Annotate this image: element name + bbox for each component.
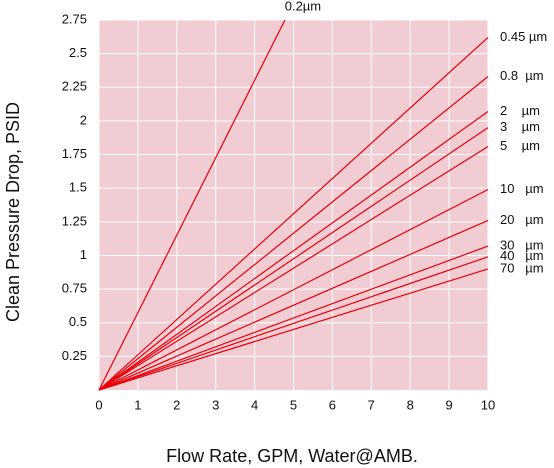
series-label: 20 µm	[500, 212, 544, 227]
x-tick-label: 3	[212, 397, 219, 412]
series-line	[98, 76, 489, 391]
series-label: 0.45 µm	[500, 29, 547, 44]
x-tick-label: 8	[407, 397, 414, 412]
x-tick-label: 0	[95, 397, 102, 412]
x-tick-label: 4	[251, 397, 258, 412]
x-tick-label: 10	[481, 397, 495, 412]
series-label: 5 µm	[500, 138, 540, 153]
x-tick-label: 9	[445, 397, 452, 412]
series-label: 0.2µm	[285, 0, 321, 13]
series-line	[98, 37, 489, 391]
series-label: 70 µm	[500, 260, 544, 275]
series-label: 0.8 µm	[500, 68, 544, 83]
y-tick-label: 0.25	[62, 348, 87, 363]
y-tick-label: 2.5	[69, 45, 87, 60]
series-line	[98, 268, 489, 391]
x-tick-label: 6	[329, 397, 336, 412]
series-label: 30 µm	[500, 237, 544, 252]
series-line	[98, 19, 286, 391]
series-line	[98, 256, 489, 391]
y-tick-label: 2.25	[62, 79, 87, 94]
y-tick-label: 1.75	[62, 146, 87, 161]
series-line	[98, 145, 489, 391]
y-axis-title: Clean Pressure Drop, PSID	[3, 102, 23, 322]
series-label: 2 µm	[500, 103, 540, 118]
x-axis-title: Flow Rate, GPM, Water@AMB.	[166, 446, 418, 466]
y-tick-label: 2	[80, 112, 87, 127]
y-tick-label: 2.75	[62, 11, 87, 26]
series-line	[98, 127, 489, 391]
x-tick-label: 2	[173, 397, 180, 412]
y-tick-label: 1.25	[62, 213, 87, 228]
series-label: 40 µm	[500, 248, 544, 263]
y-tick-label: 1	[80, 247, 87, 262]
series-line	[98, 219, 489, 391]
series-line	[98, 188, 489, 391]
x-tick-label: 7	[368, 397, 375, 412]
series-label: 10 µm	[500, 181, 544, 196]
y-tick-label: 1.5	[69, 180, 87, 195]
series-label: 3 µm	[500, 119, 540, 134]
x-tick-label: 5	[290, 397, 297, 412]
x-tick-label: 1	[134, 397, 141, 412]
series-line	[98, 245, 489, 391]
y-tick-label: 0.75	[62, 281, 87, 296]
y-tick-label: 0.5	[69, 314, 87, 329]
series-line	[98, 111, 489, 391]
